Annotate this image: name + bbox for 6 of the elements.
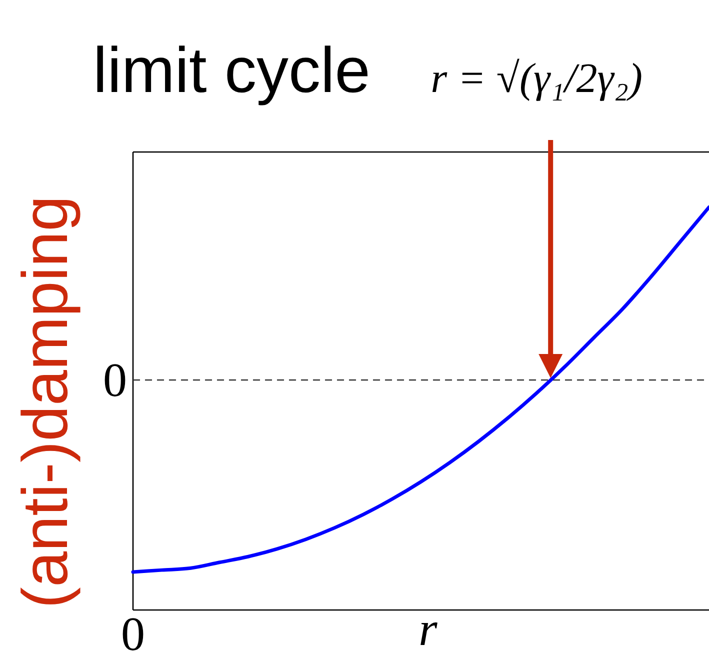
ref-line-label: 0 <box>103 354 127 407</box>
text: r = √(γ₁/2γ₂) <box>430 56 642 102</box>
x-axis-title: r <box>418 603 438 653</box>
chart-title: limit cycle <box>93 34 370 106</box>
text: 0 <box>121 608 145 653</box>
y-axis-title: (anti-)damping <box>9 196 81 608</box>
